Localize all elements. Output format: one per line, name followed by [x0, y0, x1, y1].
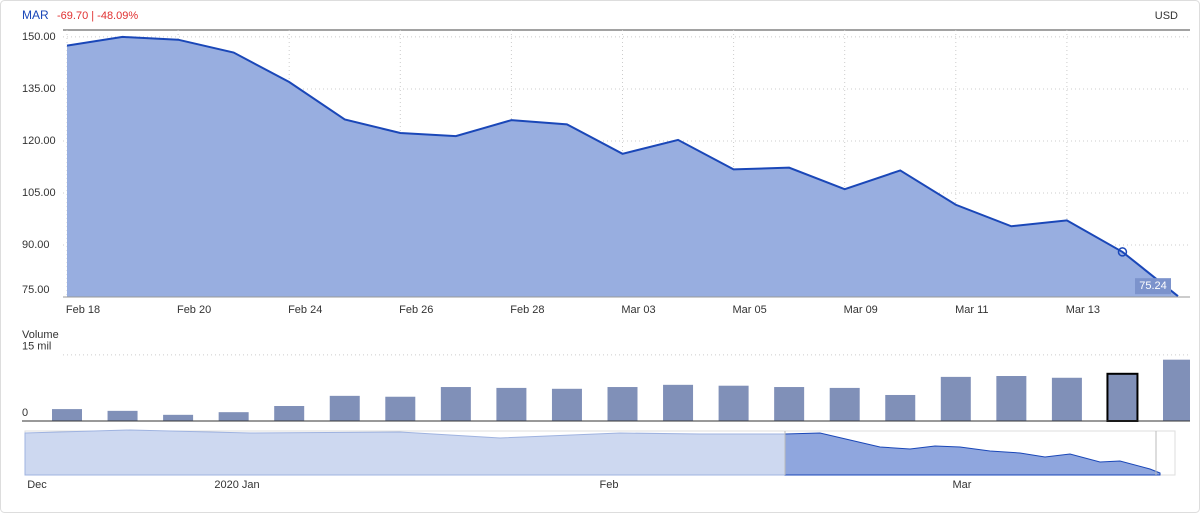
y-tick-label: 135.00	[22, 83, 56, 95]
volume-title: Volume	[22, 329, 59, 341]
navigator-label: Feb	[600, 479, 619, 491]
volume-bar	[1163, 359, 1190, 421]
volume-bar	[1051, 377, 1082, 421]
volume-bar	[385, 396, 416, 421]
x-tick-label: Feb 18	[66, 304, 100, 316]
hover-marker	[1117, 247, 1128, 257]
volume-bar	[218, 412, 249, 421]
x-tick-label: Feb 24	[288, 304, 322, 316]
volume-bar	[496, 387, 527, 421]
x-tick-label: Mar 03	[621, 304, 655, 316]
volume-bar	[107, 410, 138, 421]
line	[66, 35, 1179, 297]
change: -69.70 | -48.09%	[57, 10, 138, 22]
navigator-selection	[784, 432, 1161, 476]
volume-bar	[718, 385, 749, 421]
navigator-area	[24, 429, 786, 476]
volume-bar	[607, 387, 638, 421]
navigator-label: Dec	[27, 479, 47, 491]
volume-bar	[274, 406, 305, 421]
y-tick-label: 0	[22, 407, 28, 419]
volume-bar	[440, 387, 471, 421]
x-tick-label: Feb 26	[399, 304, 433, 316]
navigator-label: 2020 Jan	[214, 479, 259, 491]
x-tick-label: Feb 20	[177, 304, 211, 316]
volume-bar	[996, 376, 1027, 421]
y-tick-label: 15 mil	[22, 341, 51, 353]
volume-bar	[774, 387, 805, 421]
x-tick-label: Mar 05	[732, 304, 766, 316]
y-tick-label: 150.00	[22, 31, 56, 43]
y-tick-label: 120.00	[22, 135, 56, 147]
navigator-label: Mar	[953, 479, 972, 491]
y-tick-label: 75.00	[22, 284, 50, 296]
volume-bar	[52, 409, 82, 421]
area	[67, 36, 1178, 298]
volume-bar	[551, 388, 582, 421]
last-value-box	[1135, 278, 1171, 295]
volume-bar	[663, 384, 694, 421]
volume-bar	[940, 376, 971, 421]
volume-bar	[163, 414, 194, 421]
x-tick-label: Mar 13	[1066, 304, 1100, 316]
navigator	[24, 429, 1176, 476]
volume-bar	[1106, 372, 1139, 423]
volume-bar	[829, 387, 860, 421]
x-tick-label: Feb 28	[510, 304, 544, 316]
volume-bar	[329, 395, 360, 421]
last-value-label: 75.24	[1139, 280, 1167, 292]
x-tick-label: Mar 11	[955, 304, 988, 316]
x-tick-label: Mar 09	[844, 304, 878, 316]
symbol: MAR	[22, 8, 49, 22]
y-tick-label: 90.00	[22, 239, 50, 251]
volume-bar	[885, 394, 916, 421]
currency: USD	[1155, 10, 1178, 22]
y-tick-label: 105.00	[22, 187, 56, 199]
